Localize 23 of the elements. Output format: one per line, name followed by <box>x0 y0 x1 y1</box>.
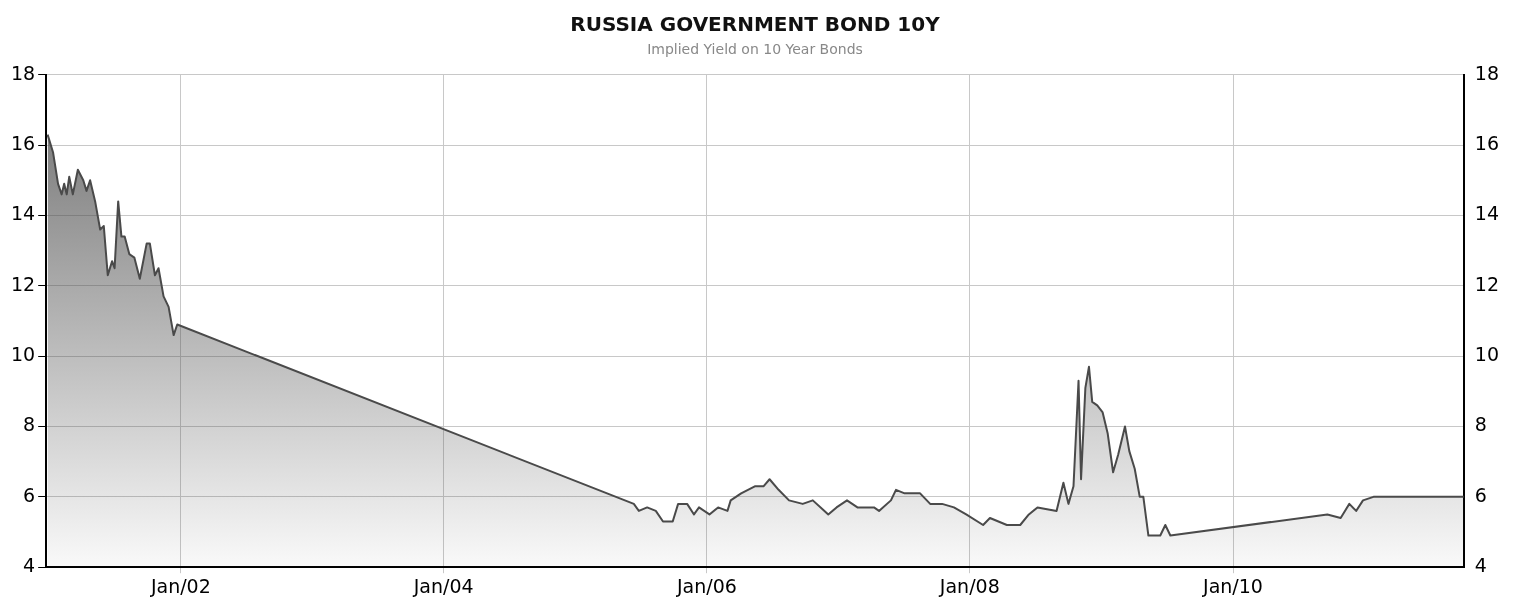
y-tick-label: 10 <box>10 343 36 366</box>
y2-tick-label: 10 <box>1474 343 1500 366</box>
x-tick-label: Jan/02 <box>149 574 211 597</box>
y2-tick-label: 18 <box>1474 61 1500 84</box>
y2-tick-label: 6 <box>1474 483 1487 506</box>
x-tick-label: Jan/04 <box>412 574 474 597</box>
y-tick-label: 14 <box>10 202 36 225</box>
x-tick-label: Jan/08 <box>938 574 1000 597</box>
y-tick-label: 12 <box>10 272 36 295</box>
y2-tick-label: 12 <box>1474 272 1500 295</box>
x-tick-label: Jan/06 <box>675 574 737 597</box>
chart-title: RUSSIA GOVERNMENT BOND 10Y <box>570 12 941 37</box>
y2-tick-label: 14 <box>1474 202 1500 225</box>
y-tick-label: 4 <box>23 554 36 577</box>
y-tick-label: 6 <box>23 483 36 506</box>
x-tick-label: Jan/10 <box>1202 574 1263 597</box>
y2-tick-label: 16 <box>1474 132 1500 155</box>
y-tick-label: 16 <box>10 132 36 155</box>
y-tick-label: 18 <box>10 61 36 84</box>
y-tick-label: 8 <box>23 413 36 436</box>
y2-tick-label: 8 <box>1474 413 1487 436</box>
y2-tick-label: 4 <box>1474 554 1487 577</box>
chart-subtitle: Implied Yield on 10 Year Bonds <box>647 41 863 58</box>
